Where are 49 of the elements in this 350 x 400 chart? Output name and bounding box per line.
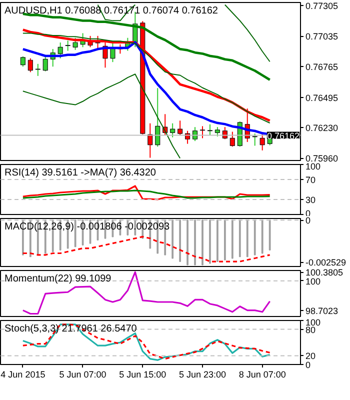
y-tick-label: 0.75960 [306, 154, 338, 164]
y-tick-label: 0.77305 [306, 0, 338, 11]
candlestick [230, 131, 235, 148]
x-tick-label: 4 Jun 2015 [0, 370, 46, 380]
y-tick-label: 0 [306, 360, 311, 370]
y-tick-label: 100 [306, 162, 321, 172]
y-tick-label: 30 [306, 195, 316, 205]
candlestick [110, 42, 116, 63]
x-tick-label: 5 Jun 23:00 [178, 370, 226, 380]
candlestick [20, 56, 26, 68]
y-tick-label: 80 [306, 324, 316, 335]
y-tick-label: 100 [306, 318, 321, 328]
x-tick-label: 5 Jun 15:00 [119, 370, 166, 380]
y-tick-label: 0 [306, 216, 311, 226]
chart-title: RSI(14) 39.5161 ->MA(7) 36.4320 [4, 168, 156, 178]
line-series [22, 74, 181, 159]
line-series [22, 185, 271, 200]
y-tick-label: 100 [306, 276, 321, 286]
y-tick-label: -0.002529 [306, 258, 346, 268]
candlestick [252, 133, 258, 146]
candlestick [42, 56, 48, 72]
ref-line-label: 0.76162 [266, 130, 300, 141]
y-tick-label: 0.76495 [306, 92, 338, 103]
y-tick-label: 70 [306, 175, 316, 185]
candlestick [35, 63, 40, 76]
y-tick-label: 100.3805 [306, 268, 344, 278]
candlestick [155, 88, 160, 148]
line-series [22, 236, 271, 262]
chart-title: MACD(12,26,9) -0.001806 -0.002093 [4, 222, 170, 232]
candlestick [214, 126, 220, 137]
y-tick-label: 20 [306, 351, 316, 362]
candlestick [170, 122, 176, 138]
x-tick-label: 5 Jun 07:00 [59, 370, 106, 380]
candlestick [178, 120, 183, 136]
candlestick [95, 35, 100, 50]
y-tick-label: 0.77035 [306, 32, 338, 42]
candlestick [260, 133, 265, 151]
y-tick-label: 98.7023 [306, 306, 338, 316]
x-tick-label: 8 Jun 07:00 [238, 370, 286, 380]
y-tick-label: 0.76230 [306, 123, 338, 134]
candlestick [28, 58, 33, 73]
chart-title: Momentum(22) 99.1099 [4, 274, 112, 284]
candlestick [65, 40, 70, 52]
y-tick-label: 0.76765 [306, 62, 338, 72]
candlestick [207, 124, 213, 136]
candlestick [58, 42, 63, 59]
candlestick [200, 126, 206, 139]
candlestick [72, 37, 78, 50]
line-series [22, 190, 271, 199]
